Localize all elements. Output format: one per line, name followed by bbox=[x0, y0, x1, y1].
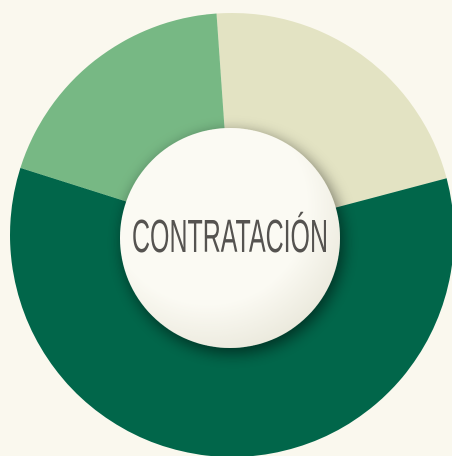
chart-title: CONTRATACIÓN bbox=[132, 210, 328, 262]
center-disc bbox=[120, 128, 340, 348]
